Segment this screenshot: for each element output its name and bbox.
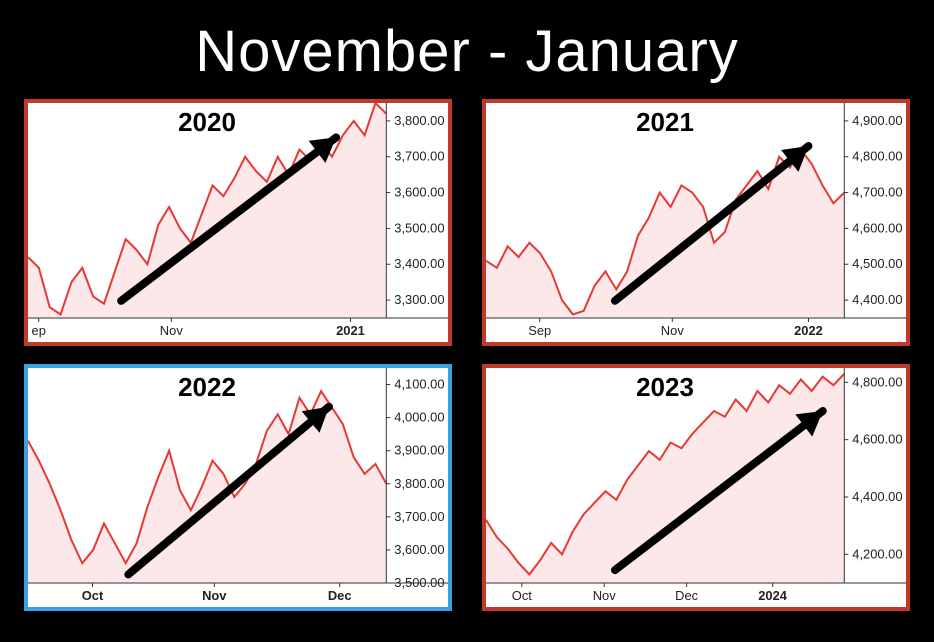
panel-title: 2023 (486, 372, 844, 403)
y-tick-label: 4,700.00 (852, 185, 902, 200)
panel-title: 2020 (28, 107, 386, 138)
y-tick-label: 3,400.00 (394, 256, 444, 271)
x-tick-label: Nov (160, 323, 184, 338)
x-tick-label: 2024 (758, 588, 788, 603)
x-tick-label: Dec (675, 588, 699, 603)
y-tick-label: 4,400.00 (852, 292, 902, 307)
y-tick-label: 3,800.00 (394, 113, 444, 128)
y-tick-label: 3,800.00 (394, 476, 444, 491)
x-tick-label: 2021 (336, 323, 365, 338)
y-tick-label: 3,700.00 (394, 509, 444, 524)
panel-2023: 2023 4,200.00 4,400.00 4,600.00 4,800.00 Oct… (482, 364, 910, 611)
panel-title: 2021 (486, 107, 844, 138)
x-tick-label: Oct (82, 588, 104, 603)
y-tick-label: 4,800.00 (852, 149, 902, 164)
area-fill (486, 374, 844, 583)
y-tick-label: 3,600.00 (394, 542, 444, 557)
page-title: November - January (0, 0, 934, 99)
chart-svg: 4,400.00 4,500.00 4,600.00 4,700.00 4,800.00… (486, 103, 906, 342)
panel-title: 2022 (28, 372, 386, 403)
chart-svg: 3,500.00 3,600.00 3,700.00 3,800.00 3,900.00… (28, 368, 448, 607)
x-tick-label: Sep (528, 323, 551, 338)
panel-2021: 2021 4,400.00 4,500.00 4,600.00 4,700.00 4,8… (482, 99, 910, 346)
x-tick-label: ep (32, 323, 46, 338)
y-tick-label: 4,000.00 (394, 410, 444, 425)
y-tick-label: 4,400.00 (852, 489, 902, 504)
y-tick-label: 4,600.00 (852, 220, 902, 235)
area-fill (28, 391, 386, 583)
x-tick-label: Oct (512, 588, 533, 603)
chart-grid: 2020 3,300.00 3,400.00 3,500.00 3,600.00 3,7… (0, 99, 934, 629)
x-tick-label: Nov (202, 588, 227, 603)
y-tick-label: 4,500.00 (852, 256, 902, 271)
panel-2020: 2020 3,300.00 3,400.00 3,500.00 3,600.00 3,7… (24, 99, 452, 346)
y-tick-label: 4,800.00 (852, 374, 902, 389)
y-tick-label: 4,900.00 (852, 113, 902, 128)
y-tick-label: 3,600.00 (394, 185, 444, 200)
y-tick-label: 3,300.00 (394, 292, 444, 307)
y-tick-label: 3,500.00 (394, 575, 444, 590)
chart-svg: 3,300.00 3,400.00 3,500.00 3,600.00 3,700.00… (28, 103, 448, 342)
area-fill (486, 150, 844, 318)
y-tick-label: 3,500.00 (394, 220, 444, 235)
y-tick-label: 3,700.00 (394, 149, 444, 164)
x-tick-label: Nov (661, 323, 685, 338)
x-tick-label: Nov (593, 588, 617, 603)
panel-2022: 2022 3,500.00 3,600.00 3,700.00 3,800.00 3,9… (24, 364, 452, 611)
y-tick-label: 4,100.00 (394, 377, 444, 392)
y-tick-label: 4,200.00 (852, 546, 902, 561)
x-tick-label: Dec (328, 588, 352, 603)
chart-svg: 4,200.00 4,400.00 4,600.00 4,800.00 Oct Nov De… (486, 368, 906, 607)
x-tick-label: 2022 (794, 323, 823, 338)
y-tick-label: 3,900.00 (394, 443, 444, 458)
y-tick-label: 4,600.00 (852, 432, 902, 447)
